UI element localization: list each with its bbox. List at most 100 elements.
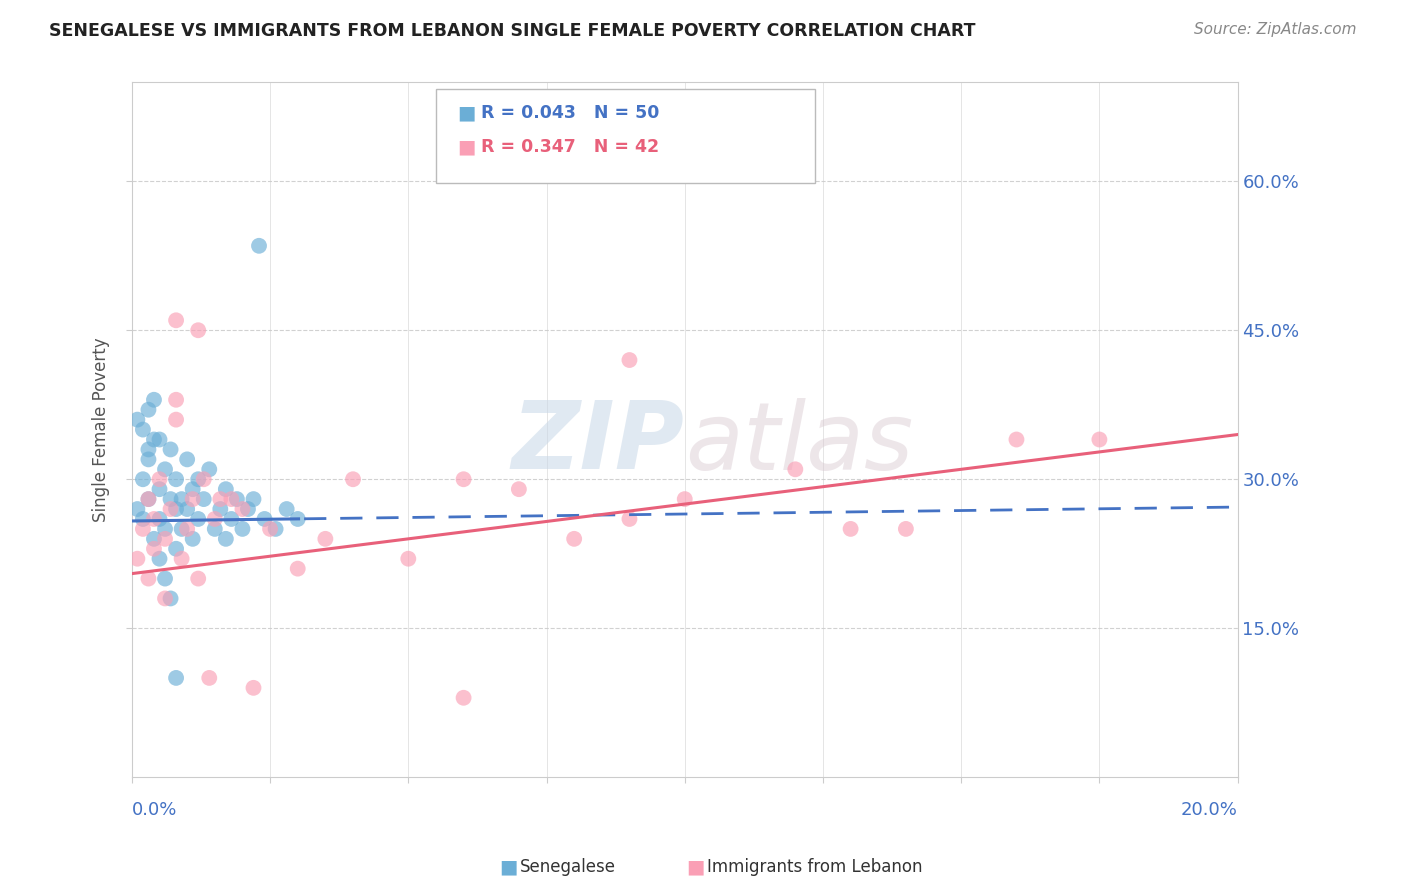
Point <box>148 433 170 447</box>
Text: 0.0%: 0.0% <box>132 802 177 820</box>
Point <box>148 482 170 496</box>
Text: R = 0.347   N = 42: R = 0.347 N = 42 <box>481 138 659 156</box>
Point <box>253 512 276 526</box>
Point <box>153 462 176 476</box>
Point <box>894 522 917 536</box>
Point <box>138 492 160 507</box>
Point <box>165 472 187 486</box>
Point <box>225 492 247 507</box>
Point <box>153 591 176 606</box>
Point <box>132 472 155 486</box>
Point <box>193 492 215 507</box>
Point <box>181 492 204 507</box>
Point <box>170 551 193 566</box>
Point <box>287 561 309 575</box>
Point <box>138 572 160 586</box>
Point <box>231 522 253 536</box>
Point <box>159 492 181 507</box>
Point <box>187 512 209 526</box>
Text: Senegalese: Senegalese <box>520 858 616 876</box>
Text: ZIP: ZIP <box>512 398 685 490</box>
Text: 20.0%: 20.0% <box>1181 802 1237 820</box>
Point <box>259 522 281 536</box>
Point <box>165 392 187 407</box>
Point <box>159 442 181 457</box>
Point <box>153 532 176 546</box>
Point <box>127 502 149 516</box>
Point <box>148 472 170 486</box>
Point <box>181 532 204 546</box>
Point <box>215 532 238 546</box>
Point <box>264 522 287 536</box>
Point <box>562 532 585 546</box>
Point <box>619 512 641 526</box>
Point <box>143 541 166 556</box>
Point <box>215 482 238 496</box>
Point <box>176 502 198 516</box>
Point <box>1005 433 1028 447</box>
Point <box>204 522 226 536</box>
Point <box>314 532 336 546</box>
Point <box>231 502 253 516</box>
Point <box>165 313 187 327</box>
Point <box>132 522 155 536</box>
Point <box>221 512 243 526</box>
Point <box>176 452 198 467</box>
Point <box>148 512 170 526</box>
Text: ■: ■ <box>457 103 475 123</box>
Point <box>143 512 166 526</box>
Point <box>127 412 149 426</box>
Point <box>181 482 204 496</box>
Point <box>187 572 209 586</box>
Point <box>132 423 155 437</box>
Point <box>276 502 298 516</box>
Point <box>165 502 187 516</box>
Point <box>209 502 232 516</box>
Point <box>287 512 309 526</box>
Point <box>619 353 641 368</box>
Text: Source: ZipAtlas.com: Source: ZipAtlas.com <box>1194 22 1357 37</box>
Point <box>143 433 166 447</box>
Point <box>785 462 807 476</box>
Point <box>453 472 475 486</box>
Point <box>247 239 270 253</box>
Point <box>138 402 160 417</box>
Point <box>839 522 862 536</box>
Point <box>159 591 181 606</box>
Point <box>508 482 530 496</box>
Point <box>170 492 193 507</box>
Point <box>159 502 181 516</box>
Point <box>153 522 176 536</box>
Point <box>165 671 187 685</box>
Point <box>342 472 364 486</box>
Text: ■: ■ <box>457 137 475 157</box>
Y-axis label: Single Female Poverty: Single Female Poverty <box>93 337 110 522</box>
Text: Immigrants from Lebanon: Immigrants from Lebanon <box>707 858 922 876</box>
Point <box>198 462 221 476</box>
Point <box>673 492 696 507</box>
Point <box>170 522 193 536</box>
Point <box>138 442 160 457</box>
Point <box>221 492 243 507</box>
Point <box>138 492 160 507</box>
Point <box>187 472 209 486</box>
Point <box>242 492 264 507</box>
Text: R = 0.043   N = 50: R = 0.043 N = 50 <box>481 104 659 122</box>
Text: atlas: atlas <box>685 398 912 489</box>
Point <box>236 502 259 516</box>
Point <box>165 412 187 426</box>
Point <box>148 551 170 566</box>
Point <box>242 681 264 695</box>
Text: SENEGALESE VS IMMIGRANTS FROM LEBANON SINGLE FEMALE POVERTY CORRELATION CHART: SENEGALESE VS IMMIGRANTS FROM LEBANON SI… <box>49 22 976 40</box>
Text: ■: ■ <box>686 857 704 877</box>
Point <box>187 323 209 337</box>
Point <box>204 512 226 526</box>
Point <box>127 551 149 566</box>
Point <box>453 690 475 705</box>
Point <box>153 572 176 586</box>
Point <box>209 492 232 507</box>
Point <box>396 551 419 566</box>
Text: ■: ■ <box>499 857 517 877</box>
Point <box>165 541 187 556</box>
Point <box>132 512 155 526</box>
